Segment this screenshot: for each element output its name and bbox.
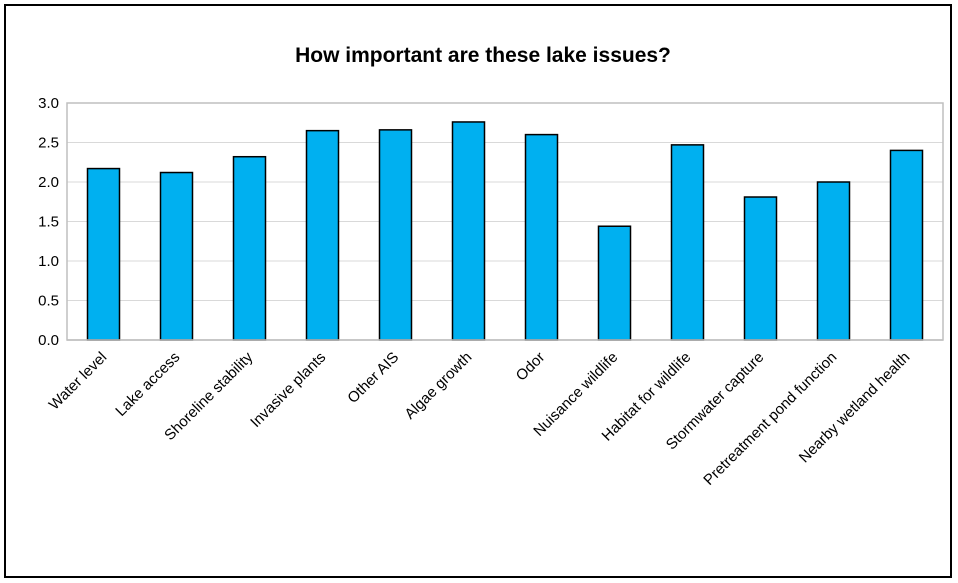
bar (816, 181, 851, 341)
x-tick-label: Pretreatment pond function (700, 349, 840, 489)
bar (159, 171, 194, 341)
y-tick-label: 0.5 (38, 293, 59, 310)
bar (597, 225, 632, 341)
x-tick-label: Invasive plants (247, 349, 329, 431)
bar (86, 167, 121, 341)
bar (743, 196, 778, 341)
x-tick-label: Water level (46, 349, 111, 414)
bar (232, 155, 267, 341)
bars (86, 121, 924, 341)
x-tick-label: Lake access (112, 349, 183, 420)
y-axis-ticks: 0.0 0.5 1.0 1.5 2.0 2.5 3.0 (38, 95, 59, 349)
y-tick-label: 1.0 (38, 253, 59, 270)
x-tick-label: Algae growth (401, 349, 475, 423)
bar (378, 129, 413, 341)
bar (670, 144, 705, 341)
chart-title: How important are these lake issues? (295, 44, 671, 67)
y-tick-label: 2.0 (38, 174, 59, 191)
bar (889, 149, 924, 341)
bar (524, 133, 559, 341)
y-tick-label: 1.5 (38, 214, 59, 231)
y-tick-label: 0.0 (38, 332, 59, 349)
x-tick-label: Odor (513, 349, 549, 385)
bar (451, 121, 486, 341)
y-tick-label: 2.5 (38, 135, 59, 152)
x-tick-label: Other AIS (344, 349, 402, 407)
bar (305, 129, 340, 341)
gridlines (67, 142, 943, 301)
y-tick-label: 3.0 (38, 95, 59, 112)
